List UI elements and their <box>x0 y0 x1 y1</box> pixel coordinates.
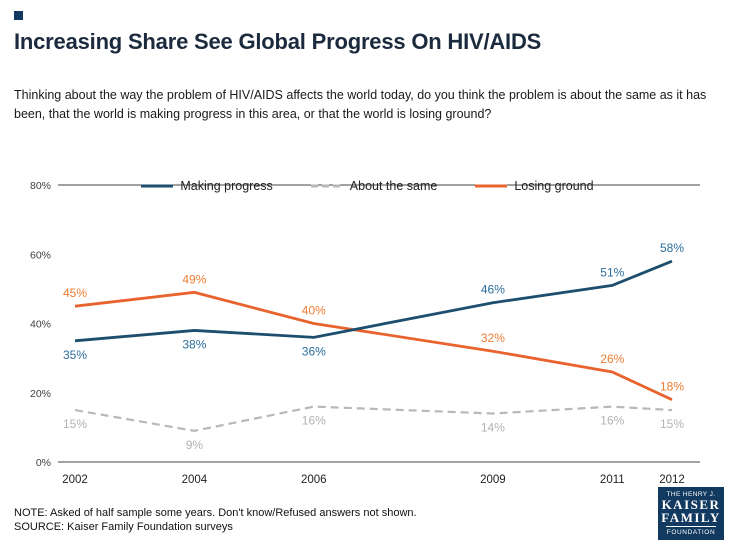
svg-text:51%: 51% <box>600 265 624 279</box>
legend-line-sample-icon <box>310 184 343 188</box>
svg-text:2002: 2002 <box>62 474 88 486</box>
logo-text-foundation: FOUNDATION <box>666 529 716 536</box>
svg-text:2012: 2012 <box>659 474 685 486</box>
svg-text:16%: 16% <box>302 414 326 428</box>
svg-text:15%: 15% <box>63 417 87 431</box>
page-title: Increasing Share See Global Progress On … <box>14 29 542 54</box>
svg-text:49%: 49% <box>182 272 206 286</box>
logo-divider <box>666 526 716 527</box>
chart-canvas: 0% 20% 40% 60% 80% 2002 2004 2006 2009 2011 2012 35… <box>30 180 700 486</box>
logo-text-kaiser: KAISER <box>661 497 721 512</box>
svg-text:80%: 80% <box>30 180 51 192</box>
svg-text:2011: 2011 <box>600 474 625 486</box>
chart-footnotes: NOTE: Asked of half sample some years. D… <box>14 506 417 534</box>
chart-legend: Making progress About the same Losing grou… <box>0 179 735 193</box>
svg-text:14%: 14% <box>481 421 505 435</box>
svg-text:0%: 0% <box>36 457 51 469</box>
survey-question-text: Thinking about the way the problem of HI… <box>14 88 707 121</box>
svg-text:40%: 40% <box>30 319 51 331</box>
svg-text:20%: 20% <box>30 388 51 400</box>
legend-label: Making progress <box>180 179 273 193</box>
svg-text:60%: 60% <box>30 249 51 261</box>
svg-text:2004: 2004 <box>182 474 208 486</box>
svg-text:2006: 2006 <box>301 474 327 486</box>
legend-item: About the same <box>310 179 438 193</box>
source-text: SOURCE: Kaiser Family Foundation surveys <box>14 521 233 533</box>
svg-text:40%: 40% <box>302 304 326 318</box>
legend-label: Losing ground <box>514 179 594 193</box>
svg-text:58%: 58% <box>660 241 684 255</box>
legend-item: Losing ground <box>475 179 594 193</box>
svg-text:32%: 32% <box>481 331 505 345</box>
svg-text:35%: 35% <box>63 348 87 362</box>
logo-text-the-henry-j: THE HENRY J. <box>666 491 716 498</box>
note-text: NOTE: Asked of half sample some years. D… <box>14 507 417 519</box>
svg-text:36%: 36% <box>302 344 326 358</box>
legend-item: Making progress <box>141 179 273 193</box>
legend-line-sample-icon <box>475 184 508 188</box>
kff-logo: THE HENRY J. KAISER FAMILY FOUNDATION <box>658 487 724 540</box>
line-chart: Making progress About the same Losing grou… <box>0 160 735 505</box>
kff-corner-mark <box>14 11 23 20</box>
svg-text:2009: 2009 <box>480 474 506 486</box>
svg-text:9%: 9% <box>186 438 204 452</box>
svg-text:18%: 18% <box>660 380 684 394</box>
svg-text:38%: 38% <box>182 337 206 351</box>
svg-text:46%: 46% <box>481 283 505 297</box>
svg-text:45%: 45% <box>63 286 87 300</box>
svg-text:26%: 26% <box>600 352 624 366</box>
legend-line-sample-icon <box>141 184 174 188</box>
svg-text:15%: 15% <box>660 417 684 431</box>
svg-text:16%: 16% <box>600 414 624 428</box>
legend-label: About the same <box>349 179 438 193</box>
logo-text-family: FAMILY <box>661 510 721 525</box>
